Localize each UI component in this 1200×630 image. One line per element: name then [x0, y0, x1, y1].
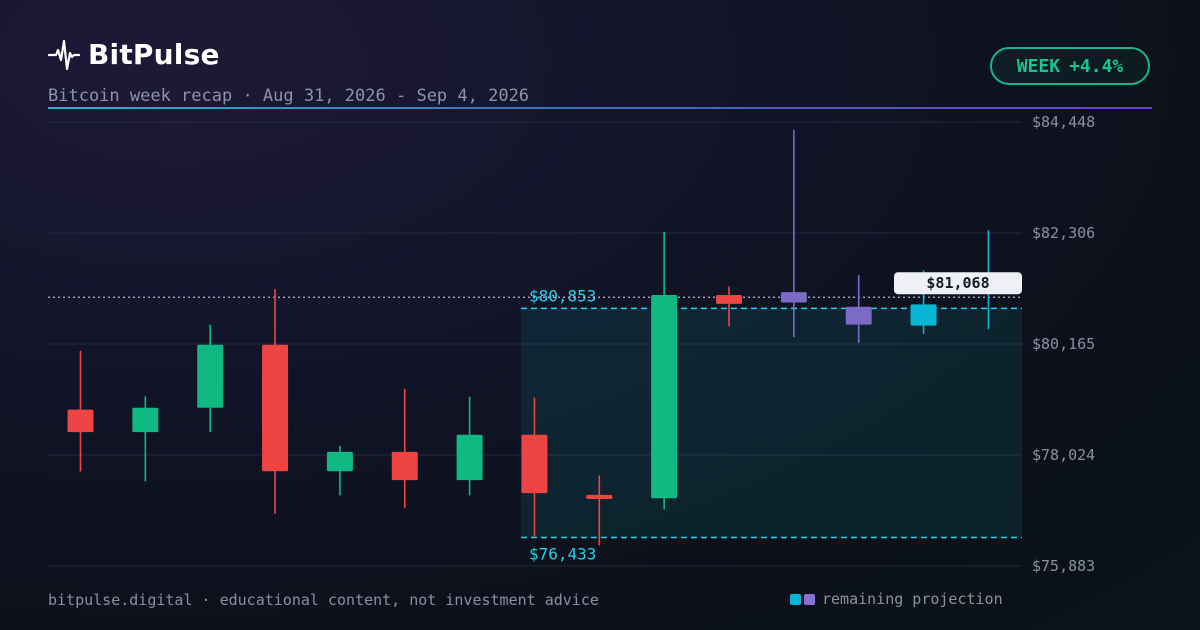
candle-body	[197, 344, 224, 408]
candle-body	[391, 451, 418, 481]
current-price-label: $81,068	[926, 274, 989, 292]
candle-body	[326, 451, 353, 472]
candle-body	[716, 295, 742, 304]
brand-name: BitPulse	[88, 38, 220, 71]
week-badge-value: +4.4%	[1069, 55, 1124, 77]
range-region	[520, 308, 1022, 538]
brand: BitPulse	[48, 38, 220, 71]
current-price-pill	[894, 272, 1022, 295]
legend-swatch-purple	[804, 593, 815, 605]
range-high-label: $80,853	[529, 286, 596, 305]
legend-swatch-cyan	[790, 593, 801, 605]
candle-body	[262, 344, 289, 472]
header-divider	[48, 107, 1152, 109]
candle-body	[780, 292, 807, 303]
footer-disclaimer: bitpulse.digital · educational content, …	[48, 591, 599, 609]
y-tick-label: $84,448	[1032, 113, 1095, 131]
y-tick-label: $75,883	[1032, 557, 1095, 575]
range-low-label: $76,433	[529, 544, 596, 563]
candle-body	[132, 407, 159, 433]
page-subtitle: Bitcoin week recap · Aug 31, 2026 - Sep …	[48, 86, 530, 106]
candle-body	[456, 434, 483, 481]
y-tick-label: $80,165	[1032, 335, 1095, 353]
legend: remaining projection	[790, 590, 1003, 608]
week-change-badge: WEEK +4.4%	[990, 47, 1150, 85]
candle-body	[910, 304, 937, 326]
candle-body	[521, 434, 548, 494]
candle-body	[651, 295, 678, 499]
candle-body	[845, 306, 872, 325]
legend-label: remaining projection	[822, 590, 1003, 608]
heartbeat-pulse-icon	[48, 39, 80, 70]
candle-body	[67, 409, 94, 433]
candle-body	[586, 494, 613, 500]
y-tick-label: $78,024	[1032, 446, 1095, 464]
y-tick-label: $82,306	[1032, 224, 1095, 242]
week-badge-label: WEEK	[1016, 55, 1061, 77]
